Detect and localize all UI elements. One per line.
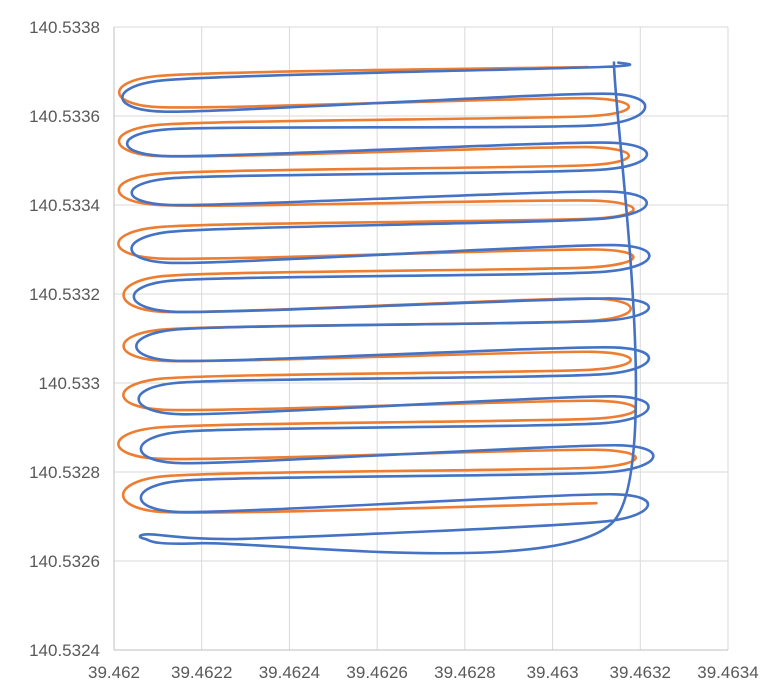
- x-tick-label: 39.4634: [697, 663, 758, 682]
- tick-labels: 39.462 39.4622 39.4624 39.4626 39.4628 39.463…: [29, 18, 759, 682]
- y-tick-label: 140.5324: [29, 641, 100, 660]
- y-tick-label: 140.5336: [29, 107, 100, 126]
- axes: [113, 27, 728, 651]
- x-tick-label: 39.4622: [171, 663, 232, 682]
- x-tick-label: 39.463: [527, 663, 579, 682]
- series-group: [117, 61, 655, 555]
- series-line-track: [121, 61, 655, 555]
- x-tick-label: 39.4628: [434, 663, 495, 682]
- x-tick-label: 39.4626: [346, 663, 407, 682]
- y-tick-label: 140.5326: [29, 552, 100, 571]
- x-tick-label: 39.462: [88, 663, 140, 682]
- x-tick-label: 39.4632: [610, 663, 671, 682]
- y-tick-label: 140.5332: [29, 285, 100, 304]
- y-tick-label: 140.533: [39, 374, 100, 393]
- x-tick-label: 39.4624: [259, 663, 320, 682]
- y-tick-label: 140.5338: [29, 18, 100, 37]
- y-tick-label: 140.5328: [29, 463, 100, 482]
- y-tick-label: 140.5334: [29, 196, 100, 215]
